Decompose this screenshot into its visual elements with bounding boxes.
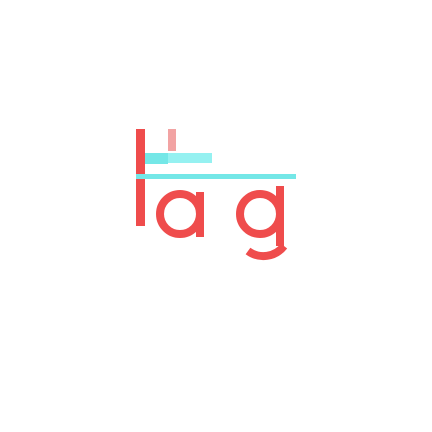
letter-g-stem — [276, 186, 284, 246]
letter-g-tail — [245, 243, 288, 261]
accent-bar-top — [145, 153, 212, 163]
accent-square-left — [145, 153, 168, 164]
letter-a-bowl — [156, 190, 204, 238]
pink-stroke — [168, 129, 176, 151]
letter-a-stem — [196, 192, 204, 237]
letter-g-bowl — [236, 190, 284, 238]
cyan-rule — [136, 174, 296, 179]
